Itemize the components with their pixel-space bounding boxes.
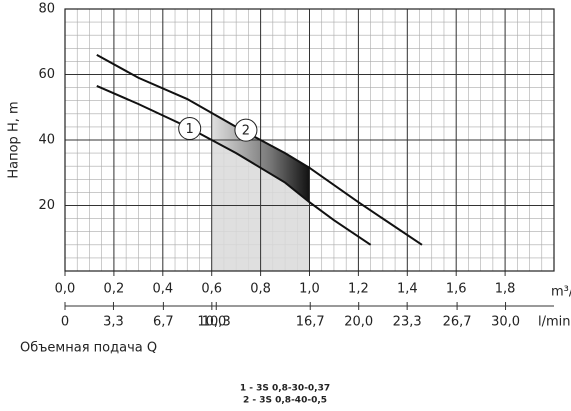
x-tick-label: 1,0 bbox=[299, 282, 320, 297]
x-tick-label: 0,6 bbox=[201, 282, 222, 297]
curve-label-circle bbox=[234, 118, 258, 142]
x2-tick-label: 6,7 bbox=[153, 315, 174, 330]
x-tick-label: 0,4 bbox=[152, 282, 173, 297]
y-tick-label: 20 bbox=[38, 198, 55, 213]
y-tick-label: 80 bbox=[38, 2, 55, 17]
x2-tick-label: 30,0 bbox=[491, 315, 520, 330]
curve-label: 2 bbox=[242, 124, 250, 139]
curve-label: 1 bbox=[186, 122, 194, 137]
pump-curve bbox=[96, 53, 423, 246]
pump-curve bbox=[96, 85, 372, 246]
x-tick-label: 0,2 bbox=[104, 282, 125, 297]
legend-entry: 1 - 3S 0,8-30-0,37 bbox=[240, 384, 330, 394]
y-tick-label: 40 bbox=[38, 133, 55, 148]
x-axis-unit: m³/h bbox=[551, 285, 571, 300]
plot-border bbox=[64, 8, 555, 272]
x-tick-label: 1,6 bbox=[446, 282, 467, 297]
x2-tick-label: 23,3 bbox=[393, 315, 422, 330]
x2-axis-unit: l/min bbox=[538, 315, 571, 330]
x2-tick-label: 3,3 bbox=[103, 315, 124, 330]
x-tick-label: 1,8 bbox=[495, 282, 516, 297]
y-tick-label: 60 bbox=[38, 67, 55, 82]
legend-entry: 2 - 3S 0,8-40-0,5 bbox=[243, 396, 327, 406]
x-tick-label: 1,4 bbox=[397, 282, 418, 297]
x-axis-title: Объемная подача Q bbox=[20, 341, 157, 356]
x2-tick-label: 26,7 bbox=[443, 315, 472, 330]
curve-label-circle bbox=[178, 117, 202, 141]
x2-tick-label: 10,0 bbox=[197, 315, 226, 330]
x-tick-label: 0,8 bbox=[250, 282, 271, 297]
y-axis-title: Напор H, m bbox=[7, 101, 22, 178]
x2-tick-label: 0 bbox=[61, 315, 69, 330]
x-tick-label: 1,2 bbox=[348, 282, 369, 297]
x2-tick-label: 10,3 bbox=[202, 315, 231, 330]
x2-tick-label: 16,7 bbox=[296, 315, 325, 330]
x2-tick-label: 20,0 bbox=[344, 315, 373, 330]
x-tick-label: 0,0 bbox=[55, 282, 76, 297]
